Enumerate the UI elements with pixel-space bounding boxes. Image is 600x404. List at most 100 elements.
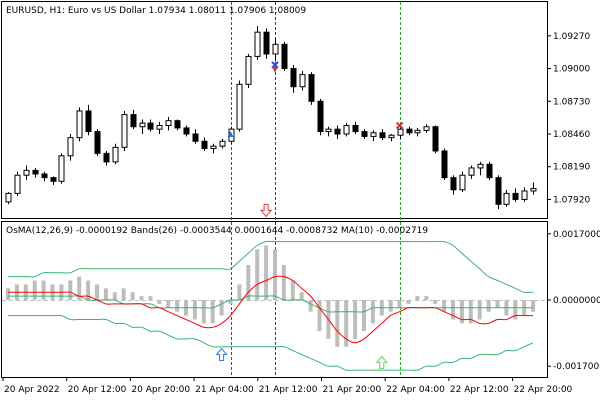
- candle: [201, 137, 208, 151]
- candle: [121, 110, 128, 151]
- osma-bar: [433, 300, 438, 304]
- indicator-tick-label: 0.0017000: [553, 230, 600, 240]
- osma-bar: [281, 264, 286, 300]
- candle: [388, 134, 395, 142]
- osma-bar: [317, 300, 322, 332]
- candle: [317, 98, 324, 136]
- price-tick-label: 1.09000: [553, 65, 590, 75]
- candle: [58, 153, 65, 184]
- osma-bar: [95, 284, 99, 300]
- price-tick-label: 1.07920: [553, 195, 590, 205]
- osma-bar: [32, 280, 37, 300]
- candle: [512, 188, 519, 202]
- osma-bar: [362, 300, 366, 332]
- candle: [67, 134, 74, 161]
- candles-group: [5, 26, 537, 210]
- osma-bar: [273, 249, 277, 300]
- candle: [139, 119, 146, 134]
- indicator-tick-label: -0.0017000: [553, 362, 600, 372]
- osma-bar: [77, 276, 82, 300]
- candle: [290, 64, 297, 93]
- osma-bar: [41, 280, 46, 300]
- candle: [432, 125, 439, 154]
- candle: [370, 130, 377, 142]
- candle: [397, 126, 404, 139]
- time-tick-label: 20 Apr 20:00: [131, 385, 190, 395]
- osma-bar: [86, 280, 91, 300]
- osma-bar: [237, 284, 242, 300]
- indicator-lines-group: [7, 240, 534, 371]
- price-axis: 1.09270 1.09000 1.08730 1.08460 1.08190 1.079…: [547, 32, 590, 205]
- indicator-markers-group: [215, 203, 388, 369]
- osma-bar: [166, 300, 171, 308]
- indicator-title: OsMA(12,26,9) -0.0000192 Bands(26) -0.00…: [6, 226, 428, 236]
- time-axis: 20 Apr 2022 20 Apr 12:00 20 Apr 20:00 21 Ap…: [2, 377, 573, 395]
- time-tick-label: 21 Apr 20:00: [323, 385, 382, 395]
- candle: [254, 26, 261, 61]
- time-tick-label: 22 Apr 20:00: [514, 385, 573, 395]
- price-tick-label: 1.09270: [553, 32, 590, 42]
- candle: [325, 126, 332, 137]
- osma-bar: [459, 300, 464, 324]
- osma-bar: [335, 300, 340, 347]
- candle: [468, 165, 475, 179]
- candle: [219, 138, 226, 149]
- indicator-signal-arrow-1: [260, 203, 273, 218]
- candle: [130, 109, 137, 130]
- candle: [503, 189, 510, 207]
- time-tick-label: 22 Apr 12:00: [450, 385, 509, 395]
- candle: [450, 175, 457, 195]
- candle: [441, 148, 448, 181]
- candle: [23, 165, 30, 181]
- candle: [50, 176, 57, 185]
- osma-bar: [228, 300, 233, 304]
- candle: [521, 187, 528, 202]
- osma-bar: [130, 292, 135, 300]
- candle: [530, 182, 537, 195]
- osma-bar: [148, 296, 153, 300]
- osma-bar: [442, 300, 447, 312]
- osma-bar: [353, 300, 358, 339]
- candle: [147, 119, 154, 132]
- osma-ma-line: [8, 275, 534, 344]
- band-lower-line: [8, 314, 534, 371]
- osma-bar: [112, 292, 117, 300]
- candle: [379, 129, 386, 141]
- osma-bar: [388, 300, 393, 312]
- candle: [495, 175, 502, 210]
- osma-bar: [406, 300, 411, 304]
- candle: [192, 129, 199, 144]
- indicator-tick-label: 0.0000000: [553, 296, 600, 306]
- osma-bar: [121, 288, 126, 300]
- osma-bar: [397, 300, 402, 308]
- osma-bar: [6, 288, 10, 300]
- candle: [245, 54, 252, 88]
- candle: [352, 121, 359, 134]
- candle: [41, 171, 48, 182]
- candle: [477, 161, 484, 176]
- osma-bar: [290, 280, 295, 300]
- candle: [14, 171, 21, 196]
- candle: [174, 119, 181, 131]
- price-marker-down-2: [272, 66, 278, 73]
- candle: [112, 143, 119, 165]
- candle: [85, 104, 92, 136]
- price-marker-cross-3: [395, 121, 404, 130]
- price-tick-label: 1.08460: [553, 130, 590, 140]
- window-title: EURUSD, H1: Euro vs US Dollar 1.07934 1.…: [6, 6, 306, 16]
- osma-bar: [192, 300, 197, 320]
- time-tick-label: 20 Apr 12:00: [68, 385, 127, 395]
- osma-bar: [495, 300, 500, 308]
- candle: [414, 127, 421, 137]
- osma-bar: [370, 300, 375, 324]
- candle: [423, 124, 430, 133]
- osma-bar: [175, 300, 180, 312]
- candle: [5, 192, 12, 205]
- candle: [32, 167, 39, 178]
- price-marker-up-0: [227, 131, 234, 137]
- osma-bar: [424, 296, 429, 300]
- indicator-signal-arrow-0: [215, 347, 228, 362]
- osma-bar: [513, 300, 518, 320]
